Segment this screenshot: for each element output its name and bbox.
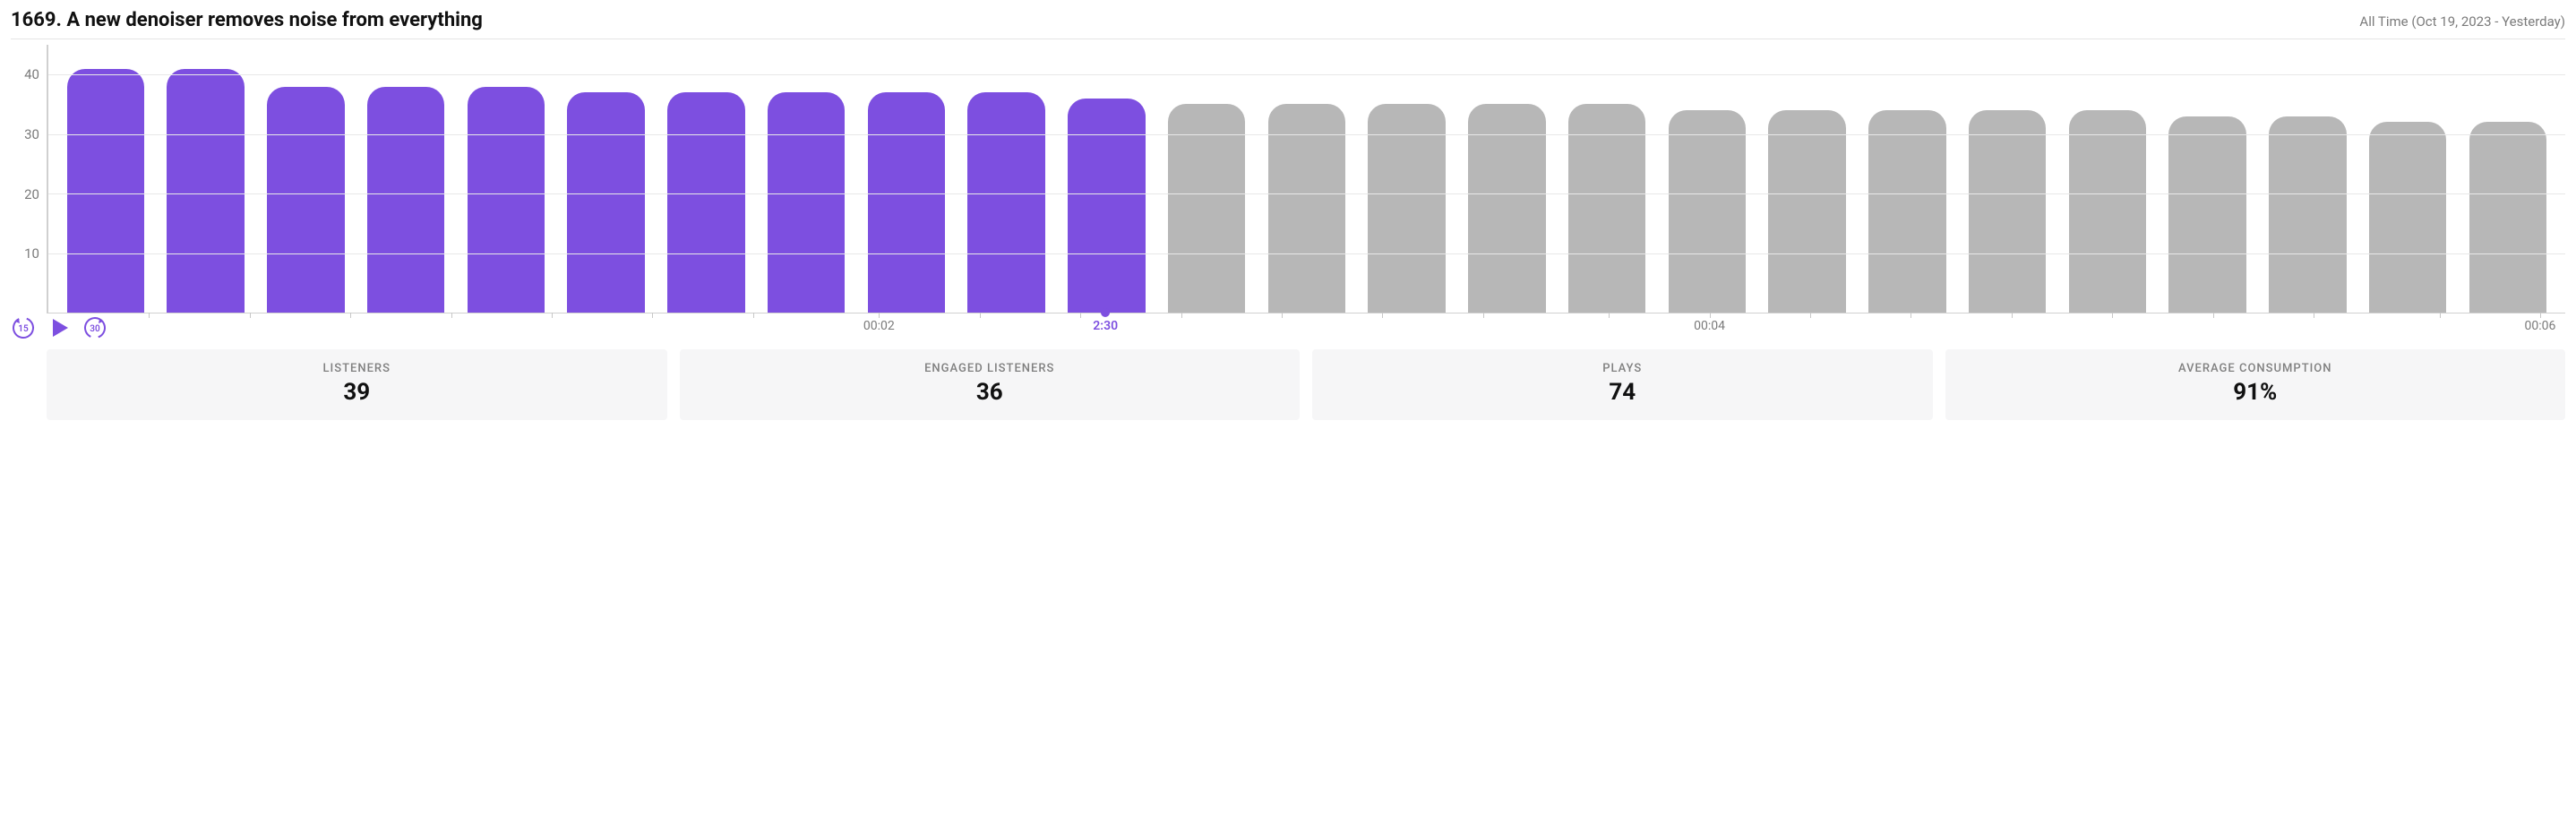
x-minor-tick	[1282, 313, 1283, 318]
bar[interactable]	[768, 92, 846, 313]
bar[interactable]	[2469, 122, 2547, 313]
x-minor-tick	[2213, 313, 2214, 318]
bar[interactable]	[1768, 110, 1846, 313]
bar[interactable]	[967, 92, 1045, 313]
bar[interactable]	[2069, 110, 2147, 313]
plot-area	[47, 45, 2565, 313]
bar[interactable]	[67, 69, 145, 313]
bar[interactable]	[2168, 116, 2246, 313]
stat-value: 74	[1321, 379, 1924, 406]
y-axis: 10 20 30 40	[11, 45, 47, 313]
svg-text:15: 15	[18, 324, 29, 334]
x-minor-tick	[2540, 313, 2541, 318]
stat-label: AVERAGE CONSUMPTION	[1954, 362, 2557, 375]
x-minor-tick	[879, 313, 880, 318]
stat-label: ENGAGED LISTENERS	[689, 362, 1292, 375]
grid-line	[48, 134, 2565, 135]
stat-card[interactable]: PLAYS 74	[1312, 349, 1933, 420]
bar[interactable]	[1268, 104, 1346, 313]
y-tick-label: 40	[24, 66, 39, 82]
playhead-time-label: 2:30	[1093, 319, 1118, 333]
bar[interactable]	[1669, 110, 1747, 313]
stat-value: 36	[689, 379, 1292, 406]
x-minor-tick	[1710, 313, 1711, 318]
bar[interactable]	[167, 69, 245, 313]
bar[interactable]	[1868, 110, 1946, 313]
bar[interactable]	[1468, 104, 1546, 313]
bar[interactable]	[667, 92, 745, 313]
x-minor-tick	[451, 313, 452, 318]
stat-label: LISTENERS	[56, 362, 658, 375]
x-minor-tick	[1609, 313, 1610, 318]
bar[interactable]	[1168, 104, 1246, 313]
chart: 10 20 30 40	[11, 45, 2565, 313]
y-tick-label: 30	[24, 126, 39, 142]
x-tick-label: 00:06	[2524, 319, 2555, 333]
x-minor-tick	[1810, 313, 1811, 318]
x-tick-label: 00:02	[863, 319, 895, 333]
x-minor-tick	[250, 313, 251, 318]
y-tick-label: 10	[24, 245, 39, 262]
stat-card[interactable]: AVERAGE CONSUMPTION 91%	[1945, 349, 2566, 420]
stat-card[interactable]: ENGAGED LISTENERS 36	[680, 349, 1301, 420]
bar[interactable]	[1368, 104, 1446, 313]
header: 1669. A new denoiser removes noise from …	[11, 9, 2565, 39]
bar[interactable]	[367, 87, 445, 313]
grid-line	[48, 193, 2565, 194]
date-range: All Time (Oct 19, 2023 - Yesterday)	[2359, 13, 2565, 30]
stats-row: LISTENERS 39 ENGAGED LISTENERS 36 PLAYS 74 AVE…	[47, 349, 2565, 420]
y-tick-label: 20	[24, 186, 39, 202]
x-minor-tick	[2012, 313, 2013, 318]
x-minor-tick	[1181, 313, 1182, 318]
x-minor-tick	[2440, 313, 2441, 318]
x-minor-tick	[652, 313, 653, 318]
x-minor-tick	[552, 313, 553, 318]
bar[interactable]	[1068, 99, 1146, 313]
grid-line	[48, 253, 2565, 254]
x-ticks: 00:02 2:30 00:04 00:06	[47, 313, 2565, 340]
x-minor-tick	[1080, 313, 1081, 318]
stat-value: 91%	[1954, 379, 2557, 406]
x-axis: 15 30 00:022:3000:0400:06	[47, 313, 2565, 340]
bars-container	[48, 45, 2565, 313]
x-tick-label: 00:04	[1694, 319, 1725, 333]
bar[interactable]	[2369, 122, 2447, 313]
bar[interactable]	[1969, 110, 2047, 313]
x-minor-tick	[980, 313, 981, 318]
x-minor-tick	[149, 313, 150, 318]
stat-label: PLAYS	[1321, 362, 1924, 375]
stat-card[interactable]: LISTENERS 39	[47, 349, 667, 420]
x-minor-tick	[350, 313, 351, 318]
grid-line	[48, 74, 2565, 75]
skip-back-15-icon[interactable]: 15	[11, 315, 36, 340]
bar[interactable]	[868, 92, 946, 313]
bar[interactable]	[1568, 104, 1646, 313]
page-title: 1669. A new denoiser removes noise from …	[11, 9, 483, 31]
x-minor-tick	[753, 313, 754, 318]
bar[interactable]	[567, 92, 645, 313]
x-minor-tick	[2112, 313, 2113, 318]
bar[interactable]	[468, 87, 545, 313]
stat-value: 39	[56, 379, 658, 406]
bar[interactable]	[267, 87, 345, 313]
x-minor-tick	[1483, 313, 1484, 318]
x-minor-tick	[1382, 313, 1383, 318]
bar[interactable]	[2269, 116, 2347, 313]
